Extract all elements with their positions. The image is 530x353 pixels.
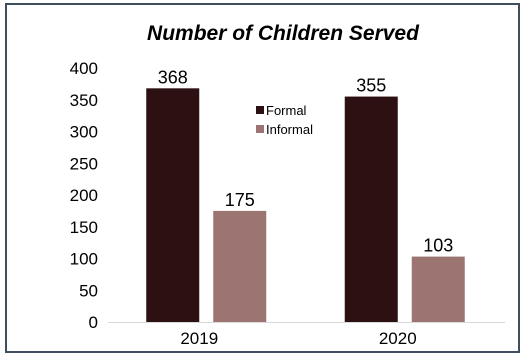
data-labels: 368 175 355 103 bbox=[158, 67, 454, 255]
y-tick-label: 400 bbox=[70, 59, 98, 78]
x-tick-label: 2020 bbox=[379, 329, 417, 348]
x-tick-label: 2019 bbox=[180, 329, 218, 348]
legend-label-formal: Formal bbox=[266, 103, 307, 118]
y-tick-label: 350 bbox=[70, 91, 98, 110]
bars bbox=[146, 88, 465, 322]
y-axis: 0 50 100 150 200 250 300 350 400 bbox=[70, 59, 98, 332]
y-tick-label: 0 bbox=[89, 313, 98, 332]
y-tick-label: 100 bbox=[70, 250, 98, 269]
y-tick-label: 150 bbox=[70, 218, 98, 237]
y-tick-label: 50 bbox=[79, 281, 98, 300]
bar-informal-2020 bbox=[411, 256, 465, 322]
bar-formal-2019 bbox=[146, 88, 200, 322]
y-tick-label: 200 bbox=[70, 186, 98, 205]
y-tick-label: 250 bbox=[70, 154, 98, 173]
data-label-formal-2019: 368 bbox=[158, 67, 188, 87]
data-label-informal-2020: 103 bbox=[423, 236, 453, 256]
data-label-formal-2020: 355 bbox=[356, 76, 386, 96]
y-tick-label: 300 bbox=[70, 123, 98, 142]
bar-informal-2019 bbox=[213, 210, 267, 322]
bar-formal-2020 bbox=[344, 96, 398, 322]
legend: Formal Informal bbox=[256, 103, 313, 137]
legend-swatch-informal bbox=[256, 125, 264, 133]
chart-title: Number of Children Served bbox=[147, 22, 420, 45]
legend-label-informal: Informal bbox=[266, 122, 313, 137]
legend-swatch-formal bbox=[256, 106, 264, 114]
x-axis: 2019 2020 bbox=[108, 322, 505, 348]
data-label-informal-2019: 175 bbox=[225, 190, 255, 210]
